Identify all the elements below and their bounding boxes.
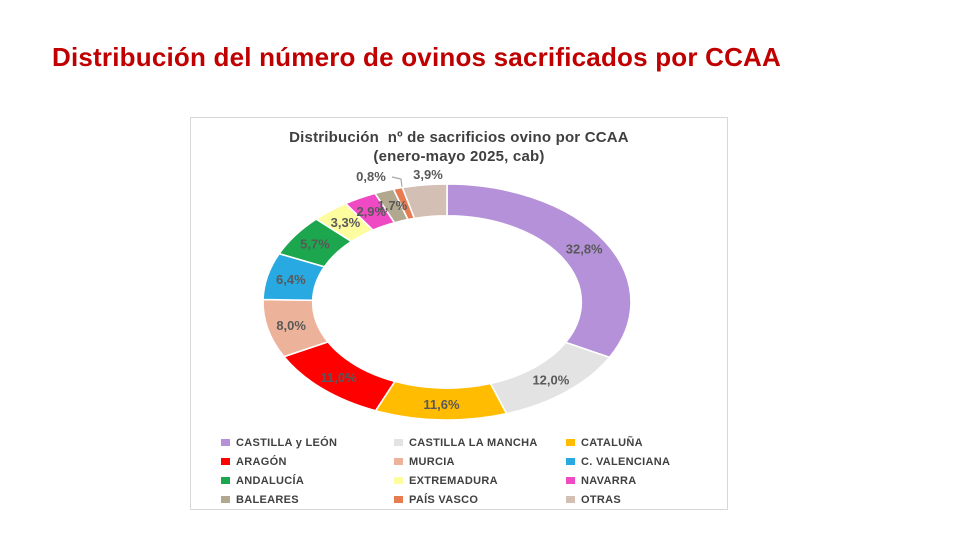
legend-label: ANDALUCÍA [236, 474, 305, 487]
chart-panel: Distribución nº de sacrificios ovino por… [190, 117, 728, 510]
slice-label-otras: 3,9% [413, 167, 443, 182]
chart-title-line2: (enero-mayo 2025, cab) [373, 148, 545, 165]
donut-chart: 32,8% 12,0% 11,6% 11,0% 8,0% 6,4% 5,7%3,3%2,9%… [262, 167, 632, 421]
legend-item-arag-n: ARAGÓN [221, 456, 394, 468]
legend-swatch-icon [221, 496, 230, 503]
legend-item-extremadura: EXTREMADURA [394, 475, 566, 487]
chart-title: Distribución nº de sacrificios ovino por… [191, 128, 727, 166]
legend-swatch-icon [394, 458, 403, 465]
legend-item-otras: OTRAS [566, 494, 717, 506]
slice-label-pa-s-vasco: 0,8% [356, 169, 386, 184]
legend-swatch-icon [394, 496, 403, 503]
slice-castilla-y-le-n [446, 183, 632, 359]
legend-item-andaluc-a: ANDALUCÍA [221, 475, 394, 487]
legend-label: ARAGÓN [236, 455, 287, 468]
legend-label: PAÍS VASCO [409, 493, 479, 506]
legend-swatch-icon [566, 439, 575, 446]
slice-label-c-valenciana: 6,4% [276, 272, 306, 287]
legend-item-baleares: BALEARES [221, 494, 394, 506]
legend-label: OTRAS [581, 493, 621, 506]
legend-label: BALEARES [236, 493, 299, 506]
slice-otras [401, 183, 448, 220]
slice-label-andaluc-a: 5,7% [300, 236, 330, 251]
legend-label: NAVARRA [581, 474, 637, 487]
slice-label-castilla-y-le-n: 32,8% [566, 242, 603, 257]
legend-label: C. VALENCIANA [581, 455, 671, 468]
slice-label-murcia: 8,0% [276, 318, 306, 333]
slice-label-baleares: 1,7% [378, 198, 408, 213]
legend-label: EXTREMADURA [409, 474, 498, 487]
legend-label: CASTILLA y LEÓN [236, 436, 338, 449]
slice-label-extremadura: 3,3% [331, 215, 361, 230]
slice-label-castilla-la-mancha: 12,0% [532, 373, 569, 388]
legend-swatch-icon [566, 496, 575, 503]
legend-swatch-icon [221, 477, 230, 484]
legend-item-c-valenciana: C. VALENCIANA [566, 456, 717, 468]
legend-item-navarra: NAVARRA [566, 475, 717, 487]
slice-label-navarra: 2,9% [356, 204, 386, 219]
slice-label-arag-n: 11,0% [321, 370, 358, 385]
legend-label: CATALUÑA [581, 436, 643, 449]
legend-swatch-icon [221, 439, 230, 446]
legend-swatch-icon [566, 458, 575, 465]
legend-item-castilla-y-le-n: CASTILLA y LEÓN [221, 437, 394, 449]
legend-swatch-icon [394, 439, 403, 446]
legend-item-catalu-a: CATALUÑA [566, 437, 717, 449]
legend-label: CASTILLA LA MANCHA [409, 436, 538, 449]
chart-title-line1: Distribución nº de sacrificios ovino por… [289, 129, 629, 146]
legend-swatch-icon [221, 458, 230, 465]
chart-legend: CASTILLA y LEÓN CASTILLA LA MANCHA CATALUÑ… [221, 433, 717, 509]
legend-item-pa-s-vasco: PAÍS VASCO [394, 494, 566, 506]
legend-swatch-icon [394, 477, 403, 484]
page-title: Distribución del número de ovinos sacrif… [52, 42, 782, 72]
legend-label: MURCIA [409, 455, 455, 468]
slice-label-catalu-a: 11,6% [423, 397, 460, 412]
legend-item-murcia: MURCIA [394, 456, 566, 468]
legend-item-castilla-la-mancha: CASTILLA LA MANCHA [394, 437, 566, 449]
legend-swatch-icon [566, 477, 575, 484]
